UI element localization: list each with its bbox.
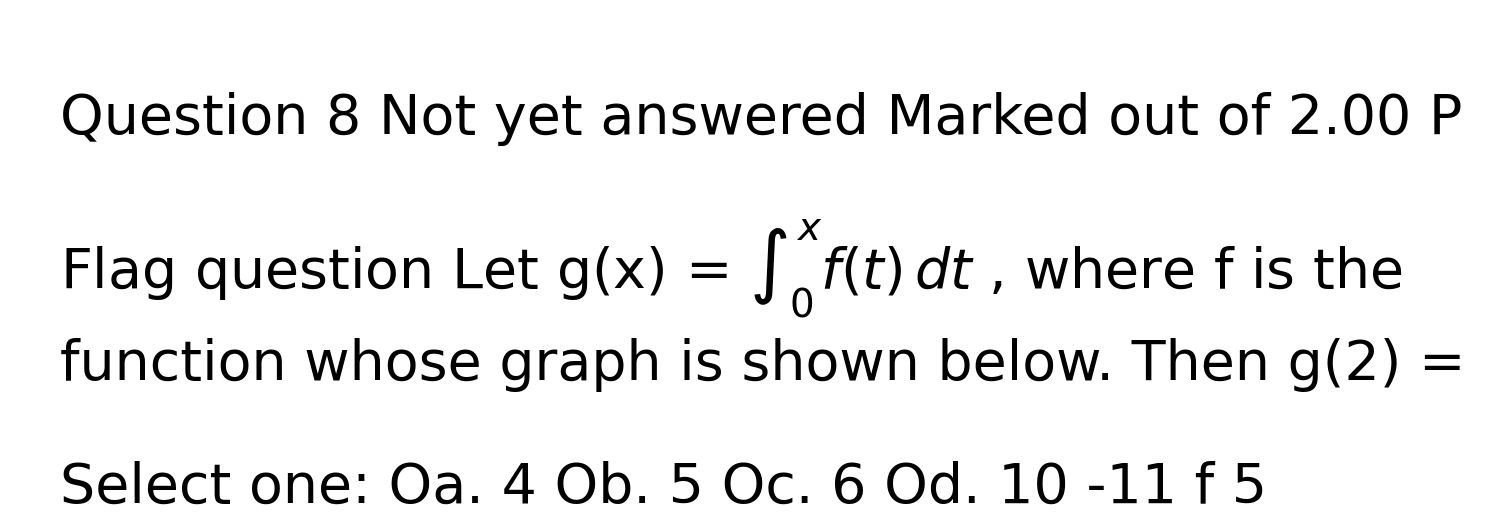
Text: function whose graph is shown below. Then g(2) =: function whose graph is shown below. The… <box>60 338 1466 392</box>
Text: Flag question Let g(x) = $\int_0^x f(t)\,dt$ , where f is the: Flag question Let g(x) = $\int_0^x f(t)\… <box>60 218 1402 319</box>
Text: Question 8 Not yet answered Marked out of 2.00 P: Question 8 Not yet answered Marked out o… <box>60 92 1462 146</box>
Text: Select one: Oa. 4 Ob. 5 Oc. 6 Od. 10 -11 f 5: Select one: Oa. 4 Ob. 5 Oc. 6 Od. 10 -11… <box>60 461 1268 512</box>
